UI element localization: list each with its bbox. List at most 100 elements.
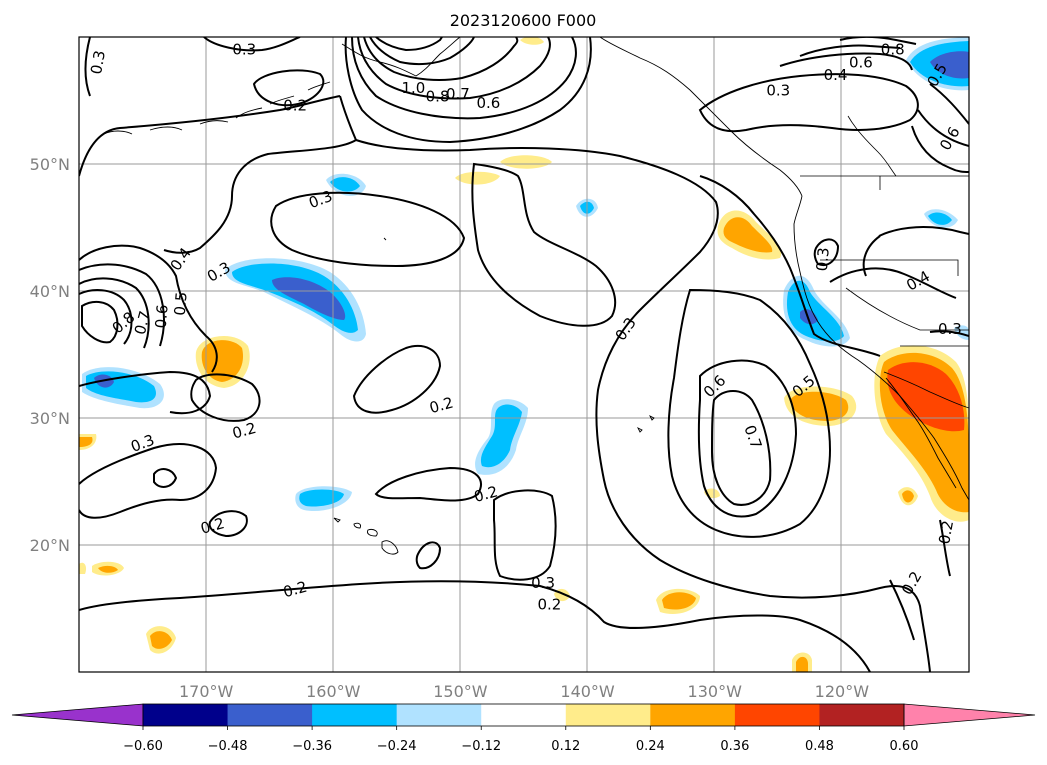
gridlines: [79, 37, 969, 672]
anomaly-positive-area: [662, 592, 696, 610]
colorbar-segment: [650, 704, 736, 726]
contour-label: 0.6: [476, 94, 500, 112]
contour-label: 0.5: [171, 291, 191, 316]
anomaly-negative-area: [928, 212, 952, 225]
contour-label: 0.2: [428, 394, 456, 418]
colorbar-tick-label: −0.24: [377, 739, 417, 754]
contour-line: [357, 37, 551, 100]
colorbar-tick-label: −0.12: [461, 739, 501, 754]
contour-line: [929, 330, 969, 337]
lon-tick-label: 170°W: [179, 682, 234, 701]
anomaly-negative-area: [954, 325, 969, 340]
contour-line: [79, 443, 218, 519]
colorbar-tick-label: 0.36: [720, 739, 749, 754]
contour-line: [79, 277, 150, 349]
contour-label: 0.2: [935, 519, 957, 546]
contour-line: [252, 69, 325, 107]
anomaly-positive-area: [723, 217, 773, 253]
contour-line: [190, 373, 261, 422]
longitude-axis: 170°W 160°W 150°W 140°W 130°W 120°W: [179, 682, 869, 701]
colorbar-tick-label: 0.48: [805, 739, 834, 754]
map-frame: [78, 36, 970, 673]
anomaly-positive-area: [500, 155, 552, 169]
anomaly-positive-area: [79, 562, 87, 574]
contour-label: 0.7: [131, 309, 155, 337]
colorbar-segment: [734, 704, 820, 726]
colorbar-tick-label: 0.24: [636, 739, 665, 754]
anomaly-negative-area: [800, 309, 818, 325]
contour-label: 0.4: [824, 66, 848, 84]
anomaly-positive-area: [887, 362, 965, 432]
contour-line: [355, 139, 931, 672]
contour-line: [344, 37, 592, 144]
coastline-islands: [383, 237, 655, 433]
colorbar-tick-label: −0.36: [292, 739, 332, 754]
lon-tick-label: 130°W: [688, 682, 743, 701]
map-title: 2023120600 F000: [450, 11, 597, 30]
contour-label: 0.3: [766, 81, 790, 99]
contour-line: [697, 359, 798, 518]
contour-line: [799, 44, 901, 57]
colorbar-tick-label: 0.60: [890, 739, 919, 754]
contour-line: [79, 95, 341, 177]
contour-line: [79, 244, 218, 373]
anomaly-positive-area: [790, 391, 849, 421]
border-alaska-canada: [847, 115, 897, 177]
anomaly-negative-area: [272, 277, 346, 320]
contour-label: 0.2: [537, 596, 561, 614]
contour-line: [270, 191, 466, 268]
contour-line: [471, 162, 617, 327]
contour-label: 0.3: [813, 247, 833, 272]
colorbar-tick-label: 0.12: [551, 739, 580, 754]
lon-tick-label: 160°W: [306, 682, 361, 701]
contour-line: [939, 519, 951, 577]
contour-line: [699, 175, 881, 357]
contour-line: [163, 95, 358, 254]
contour-label: 0.8: [881, 41, 905, 59]
contour-line: [917, 109, 969, 147]
coastline-baja-california: [885, 377, 957, 489]
contour-label: 0.3: [232, 41, 256, 59]
colorbar-segment: [819, 704, 905, 726]
anomaly-negative-area: [480, 404, 522, 468]
contour-line: [79, 289, 133, 345]
contour-line: [889, 579, 915, 641]
anomaly-positive-area: [79, 437, 93, 447]
lat-tick-label: 50°N: [30, 155, 70, 174]
coastline-alaska-gulf: [599, 37, 803, 197]
colorbar-segment: [143, 704, 229, 726]
contour-label: 0.6: [849, 53, 873, 71]
contour-line: [813, 238, 840, 266]
contour-label: 1.0: [401, 79, 425, 97]
lat-tick-label: 20°N: [30, 536, 70, 555]
contour-line: [369, 37, 475, 66]
latitude-axis: 20°N 30°N 40°N 50°N: [30, 155, 70, 555]
contour-label: 0.2: [230, 419, 258, 443]
contour-line: [878, 226, 969, 237]
anomaly-positive-area: [150, 631, 172, 649]
lon-tick-label: 150°W: [433, 682, 488, 701]
colorbar-frame: [142, 703, 905, 727]
anomaly-negative-area: [930, 51, 969, 79]
contour-lines: [79, 37, 969, 672]
contour-label: 0.3: [87, 49, 109, 76]
lon-tick-label: 140°W: [560, 682, 615, 701]
contour-line: [363, 37, 519, 81]
contour-line: [862, 235, 881, 277]
lon-tick-label: 120°W: [815, 682, 870, 701]
contour-label: 0.3: [938, 320, 962, 338]
colorbar-tick-label: −0.48: [208, 739, 248, 754]
contour-line: [375, 37, 443, 52]
colorbar-segment: [481, 704, 567, 726]
contour-line: [415, 541, 442, 570]
colorbar-segment: [227, 704, 313, 726]
colorbar-segment: [565, 704, 651, 726]
contour-line: [84, 37, 91, 97]
contour-line: [351, 37, 577, 120]
anomaly-positive-area: [902, 490, 914, 503]
colorbar-segment: [312, 704, 398, 726]
contour-line: [710, 390, 772, 506]
contour-line: [79, 370, 212, 415]
contour-label: 0.2: [199, 514, 227, 538]
